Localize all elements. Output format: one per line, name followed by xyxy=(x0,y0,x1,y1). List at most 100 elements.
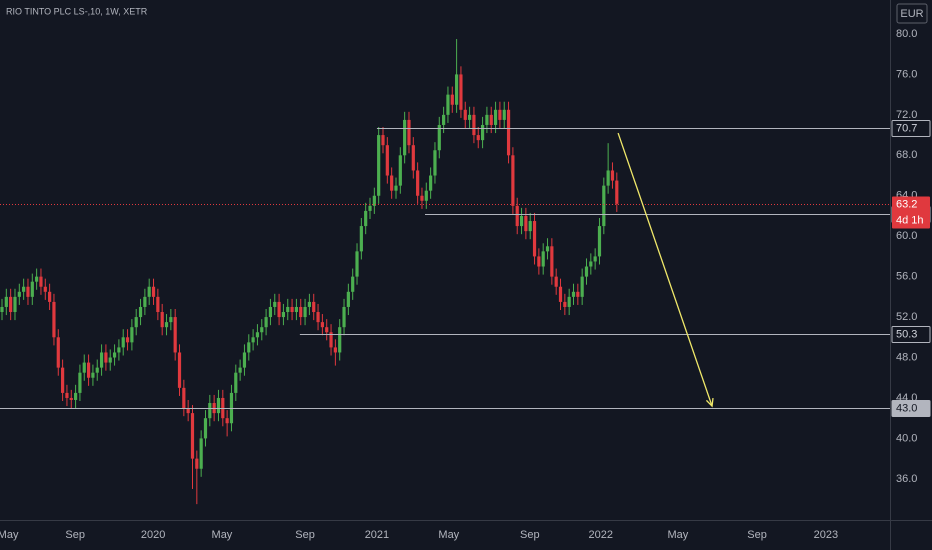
candle-body xyxy=(160,312,164,328)
candle-body xyxy=(472,114,476,136)
candle-body xyxy=(26,286,30,297)
candle-body xyxy=(121,337,125,348)
candle-body xyxy=(511,155,515,206)
currency-box[interactable] xyxy=(896,3,928,24)
candle-body xyxy=(398,155,402,186)
candle-body xyxy=(260,327,264,333)
candle-body xyxy=(82,362,86,373)
candle-body xyxy=(108,357,112,363)
candle-body xyxy=(351,276,355,292)
candle-body xyxy=(467,114,472,120)
candle-body xyxy=(480,124,485,141)
candle-body xyxy=(524,215,528,232)
price-tag-label: 50.3 xyxy=(896,328,917,340)
candle-body xyxy=(558,286,563,302)
candle-body xyxy=(13,296,17,313)
candle-body xyxy=(463,109,467,120)
candle-body xyxy=(489,114,493,125)
candle-body xyxy=(234,372,238,393)
x-tick-label: 2023 xyxy=(814,529,838,541)
candle-body xyxy=(394,185,398,191)
x-tick-label: May xyxy=(212,529,233,541)
candle-body xyxy=(411,145,415,171)
candle-body xyxy=(242,352,247,368)
candle-body xyxy=(416,170,420,196)
candle-body xyxy=(615,180,619,204)
candle-body xyxy=(381,135,385,146)
y-tick-label: 36.0 xyxy=(896,473,917,485)
x-tick-label: 2021 xyxy=(365,529,389,541)
candle-body xyxy=(290,306,294,313)
candle-body xyxy=(17,291,21,297)
candle-body xyxy=(602,185,606,227)
candle-body xyxy=(442,114,446,125)
currency[interactable]: EUR xyxy=(900,8,923,20)
candle-body xyxy=(545,246,550,252)
x-tick-label: 2020 xyxy=(141,529,165,541)
candle-body xyxy=(268,306,273,318)
candle-body xyxy=(316,312,320,323)
candle-body xyxy=(528,221,532,232)
arrow-head xyxy=(705,398,714,408)
candle-body xyxy=(138,306,143,318)
candle-body xyxy=(359,226,363,252)
last-price-label: 63.2 xyxy=(896,198,917,210)
candle-body xyxy=(39,276,43,287)
candle-body xyxy=(567,296,571,307)
candle-body xyxy=(238,367,242,373)
y-tick-label: 52.0 xyxy=(896,311,917,323)
candle-body xyxy=(9,296,13,313)
candle-body xyxy=(372,195,376,206)
candle-body xyxy=(299,306,303,318)
candle-body xyxy=(364,210,368,227)
candle-body xyxy=(515,205,519,227)
candle-body xyxy=(390,175,394,191)
candle-body xyxy=(455,74,459,105)
candle-body xyxy=(255,332,260,338)
candle-body xyxy=(286,306,290,313)
x-tick-label: Sep xyxy=(747,529,767,541)
price-tag xyxy=(891,120,931,137)
candle-body xyxy=(554,276,558,287)
candle-body xyxy=(325,327,329,333)
candle-body xyxy=(593,256,597,262)
candle-body xyxy=(52,301,56,338)
price-tag-label: 70.7 xyxy=(896,122,917,134)
candle-body xyxy=(147,286,151,297)
candle-body xyxy=(433,150,437,176)
candle-body xyxy=(429,175,433,191)
candle-body xyxy=(143,296,147,307)
candle-body xyxy=(117,347,121,353)
candle-body xyxy=(22,286,26,292)
candle-body xyxy=(541,251,545,267)
candle-body xyxy=(73,392,78,400)
y-tick-label: 56.0 xyxy=(896,271,917,283)
candle-body xyxy=(312,301,316,313)
candle-body xyxy=(459,74,463,110)
candle-body xyxy=(377,135,381,196)
price-tag xyxy=(891,326,931,343)
candle-body xyxy=(450,94,454,105)
candle-body xyxy=(95,367,99,373)
candle-body xyxy=(65,392,69,398)
candle-body xyxy=(203,418,208,439)
candle-body xyxy=(151,286,156,297)
candle-body xyxy=(130,327,134,343)
candle-body xyxy=(251,337,255,343)
candle-body xyxy=(112,352,117,358)
candle-body xyxy=(35,276,39,282)
candle-body xyxy=(342,306,346,328)
x-tick-label: Sep xyxy=(295,529,315,541)
candle-body xyxy=(537,256,541,267)
candle-body xyxy=(446,94,450,115)
candle-body xyxy=(502,109,506,120)
candle-body xyxy=(597,226,602,257)
candle-body xyxy=(584,266,589,277)
x-tick-label: Sep xyxy=(520,529,540,541)
x-tick-label: May xyxy=(438,529,459,541)
candle-body xyxy=(4,296,8,307)
candle-body xyxy=(216,397,221,414)
candle-body xyxy=(407,119,411,146)
candle-body xyxy=(346,291,350,307)
candle-body xyxy=(307,301,311,307)
